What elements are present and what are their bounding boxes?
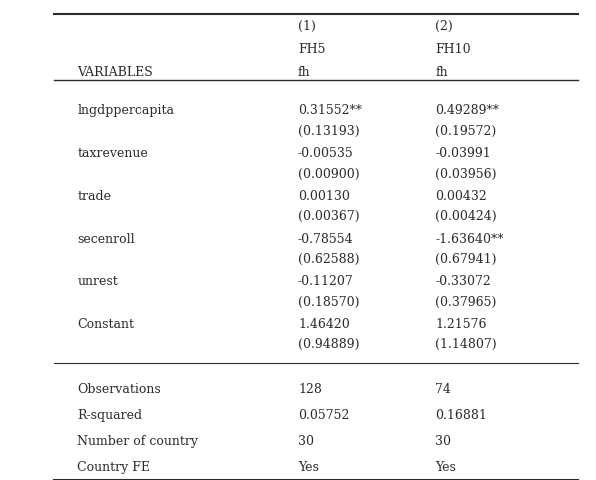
Text: (2): (2) — [435, 20, 453, 33]
Text: fh: fh — [298, 66, 311, 79]
Text: (0.00367): (0.00367) — [298, 210, 359, 223]
Text: -0.00535: -0.00535 — [298, 147, 354, 160]
Text: (1): (1) — [298, 20, 316, 33]
Text: -0.78554: -0.78554 — [298, 232, 353, 245]
Text: (0.37965): (0.37965) — [435, 295, 496, 308]
Text: (0.19572): (0.19572) — [435, 124, 496, 137]
Text: -0.11207: -0.11207 — [298, 275, 354, 288]
Text: trade: trade — [77, 190, 111, 203]
Text: 0.31552**: 0.31552** — [298, 104, 362, 117]
Text: R-squared: R-squared — [77, 408, 142, 421]
Text: (0.18570): (0.18570) — [298, 295, 359, 308]
Text: 30: 30 — [435, 434, 451, 447]
Text: lngdppercapita: lngdppercapita — [77, 104, 175, 117]
Text: Yes: Yes — [435, 460, 456, 473]
Text: VARIABLES: VARIABLES — [77, 66, 153, 79]
Text: (0.03956): (0.03956) — [435, 167, 496, 180]
Text: secenroll: secenroll — [77, 232, 135, 245]
Text: -0.03991: -0.03991 — [435, 147, 491, 160]
Text: 0.16881: 0.16881 — [435, 408, 487, 421]
Text: -1.63640**: -1.63640** — [435, 232, 504, 245]
Text: fh: fh — [435, 66, 448, 79]
Text: 0.00432: 0.00432 — [435, 190, 487, 203]
Text: unrest: unrest — [77, 275, 118, 288]
Text: 30: 30 — [298, 434, 314, 447]
Text: 74: 74 — [435, 383, 451, 396]
Text: Number of country: Number of country — [77, 434, 198, 447]
Text: Yes: Yes — [298, 460, 319, 473]
Text: 0.05752: 0.05752 — [298, 408, 349, 421]
Text: (0.00900): (0.00900) — [298, 167, 359, 180]
Text: (0.67941): (0.67941) — [435, 252, 496, 265]
Text: Constant: Constant — [77, 317, 135, 330]
Text: 0.49289**: 0.49289** — [435, 104, 499, 117]
Text: 128: 128 — [298, 383, 322, 396]
Text: 0.00130: 0.00130 — [298, 190, 350, 203]
Text: FH10: FH10 — [435, 43, 471, 56]
Text: (1.14807): (1.14807) — [435, 337, 496, 350]
Text: FH5: FH5 — [298, 43, 325, 56]
Text: (0.62588): (0.62588) — [298, 252, 359, 265]
Text: taxrevenue: taxrevenue — [77, 147, 148, 160]
Text: Observations: Observations — [77, 383, 162, 396]
Text: 1.21576: 1.21576 — [435, 317, 486, 330]
Text: (0.00424): (0.00424) — [435, 210, 496, 223]
Text: (0.94889): (0.94889) — [298, 337, 359, 350]
Text: 1.46420: 1.46420 — [298, 317, 350, 330]
Text: -0.33072: -0.33072 — [435, 275, 491, 288]
Text: Country FE: Country FE — [77, 460, 150, 473]
Text: (0.13193): (0.13193) — [298, 124, 359, 137]
